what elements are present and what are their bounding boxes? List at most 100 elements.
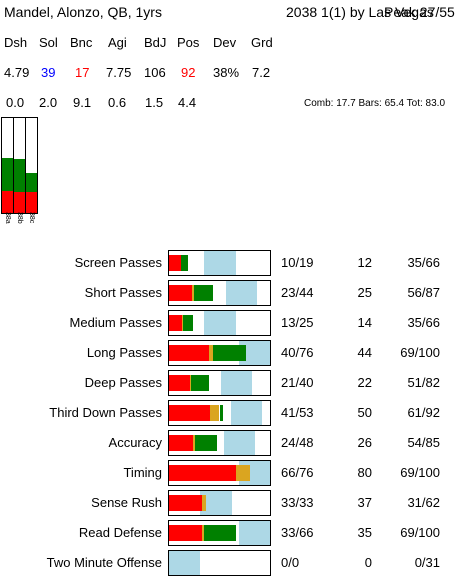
season-bar-red [2, 191, 13, 213]
value-pos: 92 [181, 65, 196, 80]
skill-label: Read Defense [78, 525, 162, 540]
skill-bar [168, 340, 271, 366]
skill-bar-gold [192, 285, 195, 301]
player-header: Mandel, Alonzo, QB, 1yrs 2038 1(1) by La… [4, 4, 459, 22]
skill-current: 66/76 [281, 465, 314, 480]
skill-rating: 80 [357, 465, 372, 480]
value2-dsh: 0.0 [6, 95, 25, 110]
skill-potential: 31/62 [407, 495, 440, 510]
header-dsh: Dsh [4, 35, 28, 50]
skill-bar-potential-range [220, 371, 252, 395]
skill-label: Sense Rush [91, 495, 162, 510]
skill-bar-gold [235, 465, 250, 481]
season-bar-label: 38b [16, 212, 23, 224]
skill-bar-gold [193, 435, 196, 451]
value-agi: 7.75 [106, 65, 132, 80]
skill-bar [168, 310, 271, 336]
value-sol: 39 [41, 65, 56, 80]
skill-label: Timing [123, 465, 162, 480]
skill-potential: 35/66 [407, 315, 440, 330]
skill-bar-red [169, 375, 191, 391]
skill-bar [168, 250, 271, 276]
header-agi: Agi [108, 35, 127, 50]
skill-potential: 69/100 [400, 525, 440, 540]
skill-bar-red [169, 435, 194, 451]
skill-potential: 54/85 [407, 435, 440, 450]
skill-rating: 12 [357, 255, 372, 270]
header-bnc: Bnc [70, 35, 93, 50]
skill-rating: 22 [357, 375, 372, 390]
value-bdj: 106 [144, 65, 166, 80]
skill-rating: 35 [357, 525, 372, 540]
skill-bar-gold [182, 315, 184, 331]
skill-potential: 0/31 [414, 555, 440, 570]
skill-bar-potential-range [204, 311, 236, 335]
skill-bar-red [169, 315, 183, 331]
skill-bar-green [219, 405, 223, 421]
skill-label: Screen Passes [74, 255, 162, 270]
header-sol: Sol [39, 35, 58, 50]
skill-bar-green [213, 345, 246, 361]
skill-label: Two Minute Offense [46, 555, 162, 570]
skill-bar [168, 490, 271, 516]
value2-sol: 2.0 [39, 95, 58, 110]
skill-bar-green [194, 285, 214, 301]
skill-rating: 50 [357, 405, 372, 420]
skill-bar-red [169, 255, 182, 271]
skill-bar-green [204, 525, 236, 541]
skill-current: 33/66 [281, 525, 314, 540]
skill-bar-red [169, 465, 236, 481]
player-name: Mandel, Alonzo, QB, 1yrs [4, 4, 162, 20]
skill-bar-gold [209, 345, 214, 361]
skill-bar-red [169, 285, 193, 301]
season-bar-38a [1, 117, 14, 214]
skill-current: 23/44 [281, 285, 314, 300]
skill-label: Medium Passes [69, 315, 162, 330]
season-bar-label: 38a [4, 212, 11, 224]
skill-label: Deep Passes [84, 375, 162, 390]
skill-bar-green [195, 435, 218, 451]
header-bdj: BdJ [144, 35, 167, 50]
skill-potential: 69/100 [400, 465, 440, 480]
skill-potential: 51/82 [407, 375, 440, 390]
header-dev: Dev [213, 35, 237, 50]
skill-current: 24/48 [281, 435, 314, 450]
value2-bnc: 9.1 [73, 95, 92, 110]
skill-bar-potential-range [204, 251, 236, 275]
value-bnc: 17 [75, 65, 90, 80]
skill-bar [168, 460, 271, 486]
skill-bar-red [169, 525, 203, 541]
skill-bar-red [169, 495, 203, 511]
skill-bar [168, 280, 271, 306]
skill-bar-potential-range [238, 521, 270, 545]
value-grd: 7.2 [252, 65, 271, 80]
season-bar-label: 38c [28, 212, 35, 224]
season-bar-red [14, 192, 25, 213]
skill-rating: 26 [357, 435, 372, 450]
skill-current: 13/25 [281, 315, 314, 330]
skill-rating: 14 [357, 315, 372, 330]
skill-potential: 56/87 [407, 285, 440, 300]
season-bar-38c [25, 117, 38, 214]
peak-rating: Peak 27/55 [384, 4, 455, 20]
skill-bar-potential-range [230, 401, 262, 425]
bars-summary: Comb: 17.7 Bars: 65.4 Tot: 83.0 [304, 98, 446, 109]
skill-label: Third Down Passes [49, 405, 162, 420]
skill-current: 33/33 [281, 495, 314, 510]
skill-bar-gold [202, 525, 205, 541]
value-dev: 38% [213, 65, 240, 80]
skill-bar [168, 370, 271, 396]
skill-rating: 44 [357, 345, 372, 360]
skill-current: 41/53 [281, 405, 314, 420]
skill-label: Short Passes [84, 285, 162, 300]
season-bar-green [2, 157, 13, 192]
header-pos: Pos [177, 35, 200, 50]
skill-bar-gold [202, 495, 207, 511]
skill-bar [168, 430, 271, 456]
draft-info: 2038 1(1) by Las Vegas [286, 4, 434, 20]
skill-bar-red [169, 405, 211, 421]
skill-bar [168, 400, 271, 426]
skill-label: Accuracy [108, 435, 162, 450]
skill-potential: 69/100 [400, 345, 440, 360]
skill-bar-green [183, 315, 194, 331]
